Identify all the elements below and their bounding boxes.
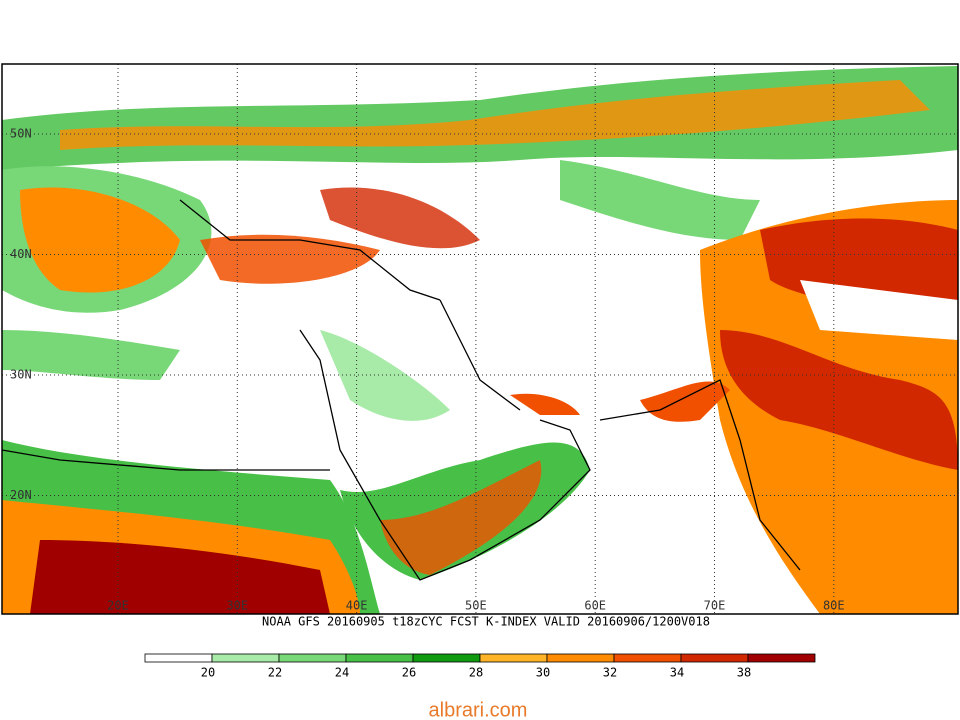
lat-label: 30N — [10, 368, 32, 382]
colorbar-label: 30 — [536, 666, 550, 680]
colorbar-swatch — [680, 653, 749, 663]
colorbar-label: 20 — [201, 666, 215, 680]
colorbar-label: 28 — [469, 666, 483, 680]
colorbar-swatch — [144, 653, 213, 663]
colorbar-swatch — [278, 653, 347, 663]
colorbar-label: 22 — [268, 666, 282, 680]
colorbar-swatch — [613, 653, 682, 663]
colorbar-label: 32 — [603, 666, 617, 680]
lon-label: 80E — [823, 599, 845, 613]
lon-label: 60E — [584, 599, 606, 613]
colorbar-swatch — [345, 653, 414, 663]
lat-label: 20N — [10, 488, 32, 502]
lon-label: 50E — [465, 599, 487, 613]
colorbar-label: 26 — [402, 666, 416, 680]
colorbar-label: 24 — [335, 666, 349, 680]
colorbar-swatch — [479, 653, 548, 663]
colorbar-label: 38 — [737, 666, 751, 680]
lat-label: 50N — [10, 127, 32, 141]
watermark: albrari.com — [429, 699, 528, 720]
map-frame — [1, 63, 959, 615]
lon-label: 30E — [226, 599, 248, 613]
colorbar-label: 34 — [670, 666, 684, 680]
lon-label: 20E — [107, 599, 129, 613]
lon-label: 70E — [704, 599, 726, 613]
field — [2, 64, 958, 614]
lat-label: 40N — [10, 247, 32, 261]
colorbar-swatch — [546, 653, 615, 663]
lon-label: 40E — [346, 599, 368, 613]
caption: NOAA GFS 20160905 t18zCYC FCST K-INDEX V… — [262, 615, 710, 629]
colorbar-swatch — [211, 653, 280, 663]
colorbar-swatch — [412, 653, 481, 663]
colorbar-swatch — [747, 653, 816, 663]
